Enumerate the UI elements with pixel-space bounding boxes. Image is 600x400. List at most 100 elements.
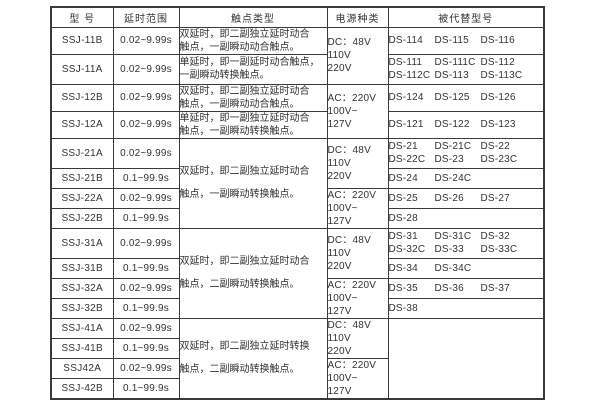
replaced-model: DS-23	[434, 154, 464, 165]
header-power: 电源种类	[326, 6, 389, 28]
relay-spec-table: 型 号 延时范围 触点类型 电源种类 被代替型号 SSJ-11B 0.02~9.…	[50, 6, 545, 400]
range-cell: 0.02~9.99s	[112, 137, 180, 169]
table-row: SSJ-31B 0.1~99.9s DS-34 DS-34C	[50, 257, 545, 279]
contact-cell: 双延时，即二副独立延时动合 触点，一副瞬动动合触点。	[178, 26, 328, 55]
power-cell: DC：48V 110V 220V	[326, 317, 389, 359]
replaced-line: DS-31 DS-31C DS-32	[389, 230, 543, 243]
contact-line: 触点，一副瞬动转换触点。	[179, 125, 300, 137]
table-row: SSJ-41A 0.02~9.99s 双延时，即二副独立延时转换 触点，二副瞬动…	[50, 317, 545, 399]
replaced-cell: DS-34 DS-34C	[387, 257, 545, 279]
replaced-cell: DS-111 DS-111C DS-112 DS-112C DS-113 DS-…	[387, 53, 545, 85]
table-row: SSJ-12B 0.02~9.99s 双延时，即二副独立延时动合 触点，一副瞬动…	[50, 83, 545, 139]
contact-cell: 双延时，即二副独立延时动合 触点，二副瞬动转换触点。	[178, 227, 328, 319]
replaced-model: DS-113C	[480, 70, 523, 81]
power-line: DC：48V	[327, 37, 371, 48]
power-line: 100V~	[327, 372, 358, 384]
replaced-cell: DS-28	[387, 207, 545, 229]
replaced-model: DS-32C	[388, 244, 426, 255]
contact-line: 触点，一副瞬动动合触点。	[179, 41, 300, 53]
range-cell: 0.02~9.99s	[112, 317, 180, 339]
replaced-model: DS-21C	[434, 141, 472, 152]
power-line: 220V	[327, 260, 352, 272]
replaced-cell: DS-24 DS-24C	[387, 167, 545, 189]
contact-line: 触点，二副瞬动转换触点。	[179, 364, 300, 375]
power-line: 110V	[327, 157, 351, 169]
power-line: AC：220V	[327, 189, 377, 201]
replaced-model: DS-23C	[480, 154, 518, 165]
table-row: SSJ-11A 0.02~9.99s 单延时，即一副延时动合触点， 一副瞬动转换…	[50, 53, 545, 85]
replaced-model: DS-113	[434, 70, 469, 81]
contact-line: 双延时，即二副独立延时动合	[179, 166, 310, 177]
replaced-model: DS-33	[434, 244, 464, 255]
power-line: 110V	[327, 50, 351, 61]
range-cell: 0.1~99.9s	[112, 337, 180, 359]
contact-cell: 双延时，即二副独立延时动合 触点，一副瞬动转换触点。	[178, 137, 328, 229]
header-model: 型 号	[50, 6, 114, 28]
replaced-model: DS-123	[480, 119, 516, 130]
header-replaced: 被代替型号	[387, 6, 545, 28]
power-line: DC：48V	[327, 319, 371, 331]
table-row: SSJ-32B 0.1~99.9s DS-38	[50, 297, 545, 319]
replaced-model: DS-34	[388, 262, 418, 274]
power-cell: AC：220V 100V~ 127V	[326, 187, 389, 229]
header-range: 延时范围	[112, 6, 180, 28]
model-cell: SSJ-32A	[50, 277, 114, 299]
power-line: 100V~	[327, 202, 358, 214]
replaced-model: DS-27	[480, 192, 510, 204]
table-row: SSJ-42B 0.1~99.9s	[50, 377, 544, 400]
power-line: 220V	[327, 170, 352, 182]
contact-cell: 单延时，即一副延时动合触点， 一副瞬动转换触点。	[178, 53, 328, 85]
range-cell: 0.02~9.99s	[112, 357, 180, 379]
model-cell: SSJ-12B	[50, 83, 114, 112]
replaced-model: DS-25	[388, 192, 418, 204]
replaced-cell: DS-35 DS-36 DS-37	[387, 277, 545, 299]
replaced-model: DS-121	[388, 119, 424, 130]
table-row: SSJ-32A 0.02~9.99s AC：220V 100V~ 127V DS…	[50, 277, 545, 319]
range-cell: 0.02~9.99s	[112, 53, 180, 85]
replaced-model: DS-114	[388, 35, 423, 46]
model-cell: SSJ-21A	[50, 137, 114, 169]
replaced-model: DS-35	[388, 282, 418, 294]
table-row: SSJ-11B 0.02~9.99s 双延时，即二副独立延时动合 触点，一副瞬动…	[50, 26, 545, 85]
replaced-model: DS-125	[434, 92, 470, 103]
power-line: 127V	[327, 305, 352, 317]
contact-cell: 双延时，即二副独立延时转换 触点，二副瞬动转换触点。	[178, 317, 328, 399]
replaced-cell: DS-31 DS-31C DS-32 DS-32C DS-33 DS-33C	[387, 227, 545, 259]
contact-line: 触点，一副瞬动动合触点。	[179, 98, 300, 110]
model-cell: SSJ-41A	[50, 317, 114, 339]
replaced-cell: DS-121 DS-122 DS-123	[387, 110, 545, 139]
model-cell: SSJ-11B	[50, 26, 114, 55]
replaced-cell: DS-38	[387, 297, 545, 319]
replaced-model: DS-111C	[434, 57, 476, 68]
table-row: SSJ-21A 0.02~9.99s 双延时，即二副独立延时动合 触点，一副瞬动…	[50, 137, 545, 229]
header-row: 型 号 延时范围 触点类型 电源种类 被代替型号	[50, 6, 545, 28]
contact-line: 触点，二副瞬动转换触点。	[179, 279, 300, 290]
table-row: SSJ-21B 0.1~99.9s DS-24 DS-24C	[50, 167, 545, 189]
model-cell: SSJ-42B	[50, 377, 114, 400]
power-line: AC：220V	[327, 92, 377, 104]
replaced-model: DS-21	[388, 141, 418, 152]
model-cell: SSJ-11A	[50, 53, 114, 85]
power-cell: AC：220V 100V~ 127V	[326, 357, 389, 399]
replaced-line: DS-112C DS-113 DS-113C	[389, 69, 543, 82]
replaced-model: DS-34C	[434, 262, 472, 274]
range-cell: 0.1~99.9s	[112, 257, 180, 279]
contact-cell: 单延时，即一副独立延时动合 触点，一副瞬动转换触点。	[178, 110, 328, 139]
contact-cell: 双延时，即二副独立延时动合 触点，一副瞬动动合触点。	[178, 83, 328, 112]
replaced-model: DS-31C	[434, 231, 472, 242]
range-cell: 0.02~9.99s	[112, 110, 180, 139]
power-line: 110V	[327, 332, 351, 344]
replaced-cell: DS-124 DS-125 DS-126	[387, 83, 545, 112]
replaced-model: DS-124	[388, 92, 424, 103]
contact-line: 单延时，即一副独立延时动合	[179, 112, 310, 124]
replaced-cell-empty	[387, 317, 545, 399]
table-row: SSJ-31A 0.02~9.99s 双延时，即二副独立延时动合 触点，二副瞬动…	[50, 227, 545, 319]
power-cell: AC：220V 100V~ 127V	[326, 83, 389, 139]
replaced-line: DS-21 DS-21C DS-22	[388, 140, 543, 153]
replaced-model: DS-36	[434, 282, 464, 294]
contact-line: 双延时，即二副独立延时动合	[179, 28, 310, 40]
power-line: 100V~	[327, 292, 358, 304]
model-cell: SSJ42A	[50, 357, 114, 379]
replaced-line: DS-124 DS-125 DS-126	[388, 91, 543, 104]
replaced-model: DS-26	[434, 192, 464, 204]
